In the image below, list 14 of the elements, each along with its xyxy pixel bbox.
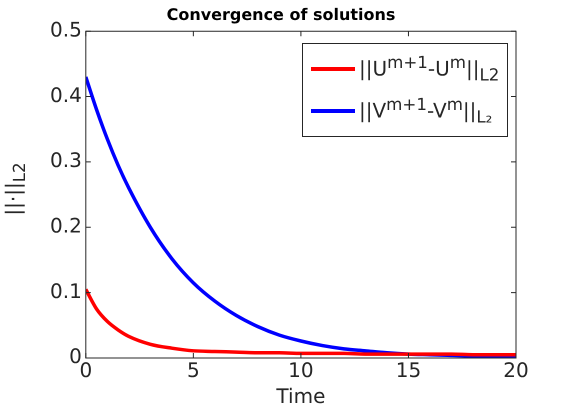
chart-title: Convergence of solutions [166,4,396,24]
y-tick-label: 0.4 [50,82,82,107]
y-tick-label: 0.5 [50,17,82,42]
x-axis-title: Time [275,384,326,408]
y-tick-label: 0.2 [50,213,82,238]
y-tick-label: 0.3 [50,148,82,172]
legend-label: ||V$^{m+1}$-V$^{m}$||$_{L₂}$ [359,95,492,127]
x-tick-label: 5 [186,358,200,382]
x-tick-label: 15 [396,358,422,382]
x-tick-label: 20 [503,358,529,382]
line-series [86,288,516,356]
legend-label: ||U$^{m+1}$-U$^{m}$||$_{L2}$ [359,53,500,85]
y-tick-label: 0.1 [50,278,82,303]
x-tick-label: 10 [288,358,314,382]
